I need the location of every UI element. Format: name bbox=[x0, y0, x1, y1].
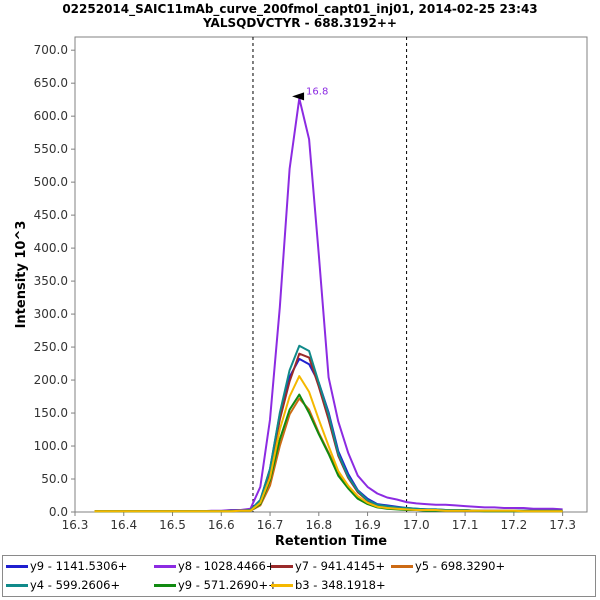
peak-label: 16.8 bbox=[306, 86, 328, 97]
y-tick-label: 250.0 bbox=[34, 340, 68, 354]
peak-marker-icon bbox=[292, 92, 305, 101]
y-tick-label: 0.0 bbox=[49, 505, 68, 519]
x-axis-label: Retention Time bbox=[275, 534, 387, 549]
y-tick-label: 50.0 bbox=[41, 472, 68, 486]
plot-frame bbox=[74, 36, 588, 513]
y-tick-label: 700.0 bbox=[34, 43, 68, 57]
legend-label: y4 - 599.2606+ bbox=[30, 578, 121, 592]
y-tick-label: 550.0 bbox=[34, 142, 68, 156]
legend-item: y9 - 571.2690++ bbox=[154, 576, 278, 594]
y-tick-label: 200.0 bbox=[34, 373, 68, 387]
legend-label: y9 - 1141.5306+ bbox=[30, 559, 128, 573]
legend-swatch bbox=[271, 583, 293, 587]
legend-item: y4 - 599.2606+ bbox=[6, 576, 120, 594]
x-tick-label: 17.2 bbox=[500, 518, 527, 532]
legend-item: y5 - 698.3290+ bbox=[391, 557, 505, 575]
x-tick-label: 16.9 bbox=[354, 518, 381, 532]
legend-label: y9 - 571.2690++ bbox=[178, 578, 278, 592]
legend-item: b3 - 348.1918+ bbox=[271, 576, 386, 594]
x-tick-label: 16.3 bbox=[62, 518, 89, 532]
legend-swatch bbox=[6, 564, 28, 568]
series-line bbox=[94, 375, 563, 513]
y-tick-label: 150.0 bbox=[34, 406, 68, 420]
x-tick-label: 16.6 bbox=[208, 518, 235, 532]
chart-legend: y9 - 1141.5306+ y8 - 1028.4466+ y7 - 941.4… bbox=[2, 555, 596, 597]
legend-item: y8 - 1028.4466+ bbox=[154, 557, 275, 575]
legend-label: y8 - 1028.4466+ bbox=[178, 559, 276, 573]
y-tick-label: 350.0 bbox=[34, 274, 68, 288]
chart-title: 02252014_SAIC11mAb_curve_200fmol_capt01_… bbox=[62, 2, 538, 16]
x-tick-label: 16.5 bbox=[159, 518, 186, 532]
legend-item: y7 - 941.4145+ bbox=[271, 557, 385, 575]
legend-label: y7 - 941.4145+ bbox=[295, 559, 386, 573]
x-tick-label: 17.1 bbox=[452, 518, 479, 532]
legend-swatch bbox=[271, 564, 293, 568]
y-axis-label: Intensity 10^3 bbox=[14, 221, 29, 329]
y-tick-label: 650.0 bbox=[34, 76, 68, 90]
x-tick-label: 17.0 bbox=[403, 518, 430, 532]
y-tick-label: 450.0 bbox=[34, 208, 68, 222]
x-tick-label: 16.4 bbox=[110, 518, 137, 532]
x-tick-label: 16.8 bbox=[305, 518, 332, 532]
y-tick-label: 400.0 bbox=[34, 241, 68, 255]
legend-swatch bbox=[391, 564, 413, 568]
y-tick-label: 500.0 bbox=[34, 175, 68, 189]
y-tick-label: 300.0 bbox=[34, 307, 68, 321]
chromatogram-plot: 0.0 50.0 100.0 150.0 200.0 250.0 300.0 350.0 400… bbox=[14, 36, 588, 549]
y-tick-label: 600.0 bbox=[34, 109, 68, 123]
legend-label: b3 - 348.1918+ bbox=[295, 578, 386, 592]
legend-swatch bbox=[154, 583, 176, 587]
legend-label: y5 - 698.3290+ bbox=[415, 559, 506, 573]
legend-swatch bbox=[154, 564, 176, 568]
x-tick-label: 16.7 bbox=[257, 518, 284, 532]
y-tick-label: 100.0 bbox=[34, 439, 68, 453]
x-tick-label: 17.3 bbox=[549, 518, 576, 532]
legend-item: y9 - 1141.5306+ bbox=[6, 557, 127, 575]
legend-swatch bbox=[6, 583, 28, 587]
chart-subtitle: YALSQDVCTYR - 688.3192++ bbox=[203, 16, 397, 30]
